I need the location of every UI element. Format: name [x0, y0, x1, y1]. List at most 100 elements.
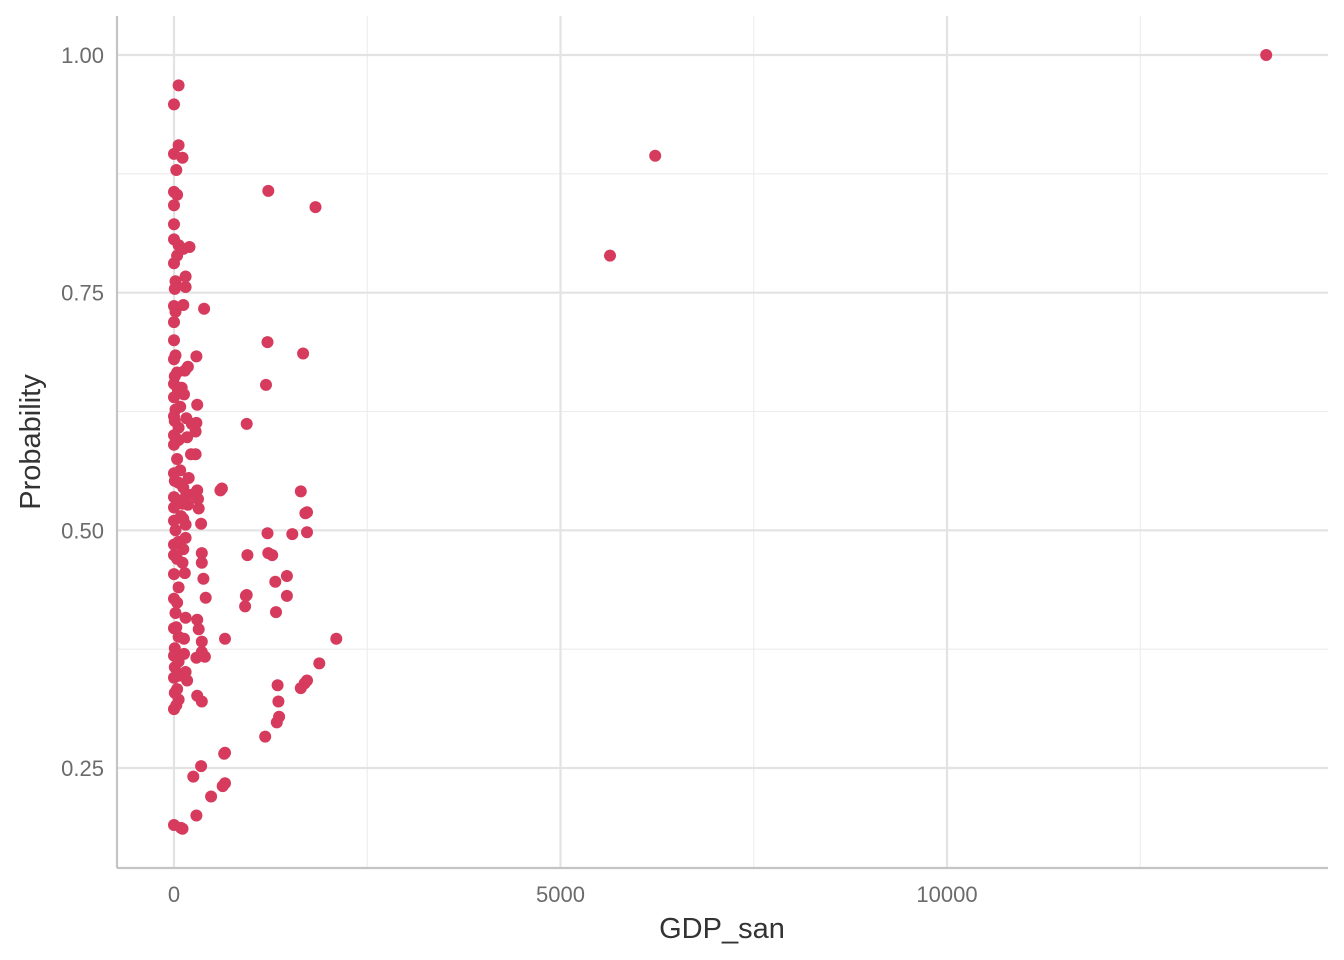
data-point [168, 703, 180, 716]
y-tick-label: 0.75 [61, 281, 104, 306]
data-point [179, 281, 192, 293]
data-point [176, 556, 189, 569]
data-point [330, 632, 343, 645]
data-point [185, 448, 197, 461]
data-point [168, 282, 181, 295]
data-point [187, 770, 200, 783]
data-point [179, 611, 192, 624]
minor-gridlines [117, 16, 1328, 868]
x-tick-label: 5000 [536, 882, 585, 907]
data-point [260, 378, 272, 391]
data-point [195, 517, 208, 530]
data-point [170, 621, 183, 634]
data-point [266, 549, 279, 562]
data-point [191, 613, 204, 626]
data-point [270, 606, 282, 619]
data-point [195, 556, 208, 569]
data-point [168, 514, 180, 527]
data-point [171, 188, 184, 201]
data-point [198, 302, 211, 315]
y-tick-label: 1.00 [61, 43, 104, 68]
data-point [168, 538, 180, 551]
data-point [177, 543, 190, 556]
data-point [191, 398, 204, 411]
data-point [261, 336, 274, 349]
y-axis-title: Probability [15, 374, 47, 510]
data-point [195, 695, 208, 708]
data-point [271, 679, 284, 692]
data-point [261, 527, 274, 540]
data-point [168, 671, 180, 684]
data-point [189, 425, 202, 438]
data-point [182, 472, 195, 484]
data-point [192, 502, 205, 515]
data-point [172, 434, 185, 446]
x-tick-label: 0 [168, 882, 180, 907]
data-point [178, 632, 190, 645]
data-point [168, 316, 180, 329]
data-point [195, 635, 208, 648]
data-point [269, 575, 282, 588]
data-point [239, 600, 252, 613]
x-axis-title: GDP_san [659, 913, 785, 945]
data-point [205, 790, 218, 803]
data-points [168, 49, 1273, 835]
data-point [190, 350, 203, 363]
data-point [309, 201, 322, 214]
data-point [216, 780, 229, 793]
data-point [168, 501, 180, 514]
data-point [181, 498, 194, 511]
data-point [192, 623, 205, 636]
data-point [190, 651, 203, 664]
data-point [178, 567, 191, 580]
data-point [294, 682, 307, 695]
data-point [172, 79, 185, 92]
data-point [170, 164, 183, 176]
data-point [259, 730, 272, 743]
data-point [294, 485, 307, 498]
data-point [179, 270, 192, 283]
data-point [218, 747, 231, 760]
data-point [280, 570, 293, 582]
major-gridlines [117, 16, 1328, 868]
x-tick-label: 10000 [916, 882, 977, 907]
data-point [214, 484, 227, 497]
data-point [313, 657, 326, 670]
y-tick-label: 0.50 [61, 518, 104, 543]
data-point [168, 391, 180, 404]
data-point [240, 417, 253, 430]
data-point [177, 299, 190, 311]
data-point [169, 524, 182, 537]
data-point [169, 305, 182, 318]
data-point [219, 632, 231, 645]
data-point [301, 526, 313, 539]
data-point [168, 334, 180, 347]
data-point [286, 528, 299, 541]
data-point [239, 589, 252, 602]
data-point [241, 549, 254, 562]
data-point [297, 347, 310, 360]
data-point [172, 581, 185, 594]
data-point [171, 453, 184, 465]
data-point [649, 149, 662, 162]
y-tick-labels: 0.25 0.50 0.75 1.00 [61, 43, 104, 781]
data-point [168, 218, 180, 231]
data-point [168, 98, 180, 111]
data-point [272, 695, 285, 708]
data-point [181, 674, 194, 687]
data-point [192, 493, 204, 505]
data-point [179, 518, 192, 531]
data-point [1260, 49, 1273, 61]
data-point [168, 353, 180, 366]
data-point [197, 572, 210, 585]
data-point [195, 760, 208, 773]
data-point [604, 249, 616, 262]
y-tick-label: 0.25 [61, 756, 104, 781]
data-point [270, 716, 283, 729]
data-point [195, 547, 208, 560]
data-point [168, 568, 180, 581]
data-point [176, 822, 189, 835]
data-point [168, 199, 180, 212]
data-point [169, 607, 182, 619]
